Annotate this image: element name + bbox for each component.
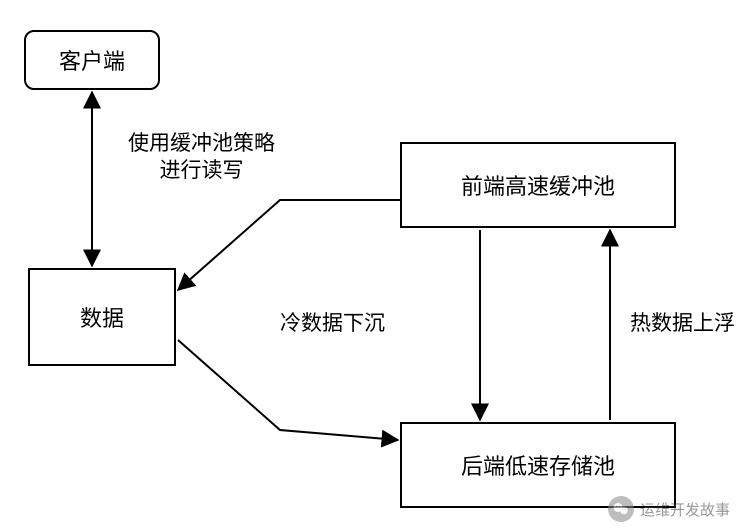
node-backend-label: 后端低速存储池 — [461, 449, 615, 481]
edge-frontend-to-data — [178, 200, 400, 290]
edge-label-cold-sink: 冷数据下沉 — [280, 310, 385, 337]
edge-label-hot-rise: 热数据上浮 — [630, 310, 735, 337]
node-frontend-label: 前端高速缓冲池 — [461, 169, 615, 201]
node-client-label: 客户端 — [59, 44, 125, 76]
diagram-canvas: 客户端 数据 前端高速缓冲池 后端低速存储池 使用缓冲池策略 进行读写 冷数据下… — [0, 0, 744, 532]
edge-label-client-data: 使用缓冲池策略 进行读写 — [128, 130, 275, 185]
wechat-icon — [608, 496, 634, 522]
edge-label-line1: 使用缓冲池策略 — [128, 130, 275, 157]
node-data-label: 数据 — [80, 301, 124, 333]
edge-data-to-backend — [178, 340, 398, 440]
watermark: 运维开发故事 — [608, 496, 730, 522]
node-client: 客户端 — [24, 30, 160, 90]
node-frontend: 前端高速缓冲池 — [400, 142, 676, 228]
edge-label-line2: 进行读写 — [128, 157, 275, 184]
watermark-text: 运维开发故事 — [640, 499, 730, 520]
node-data: 数据 — [28, 268, 176, 366]
